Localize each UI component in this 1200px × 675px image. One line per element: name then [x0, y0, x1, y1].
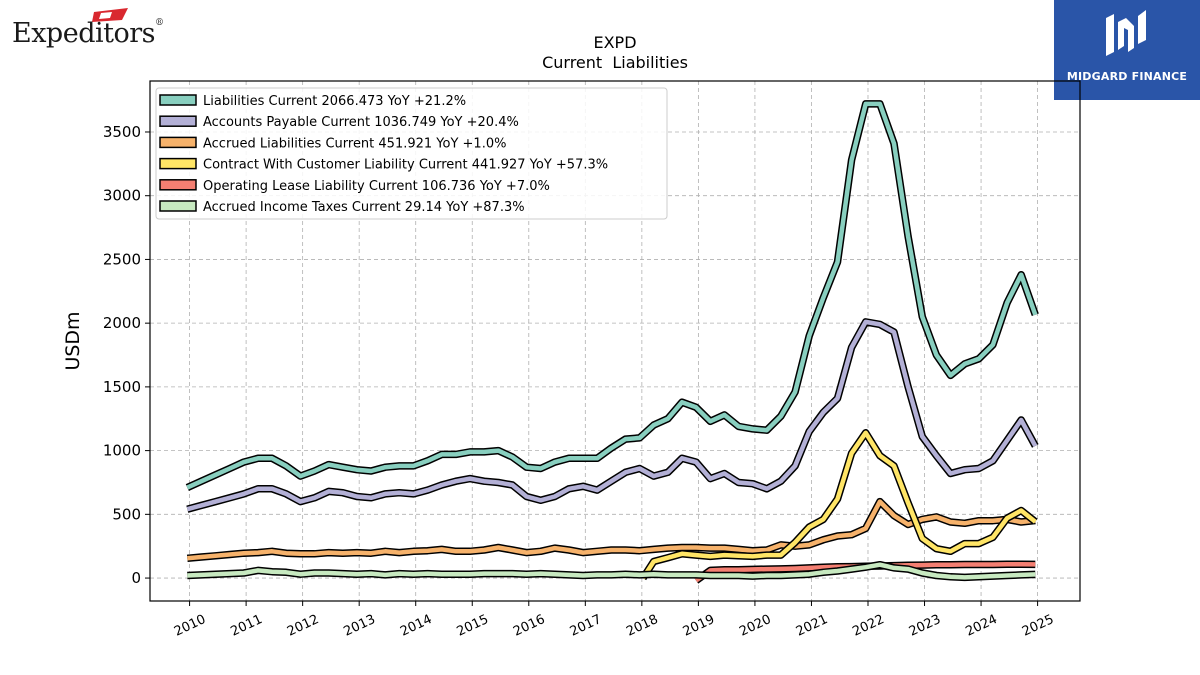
series-line-liabilities-current: [186, 101, 1038, 490]
legend-entry: Accrued Income Taxes Current 29.14 YoY +…: [203, 200, 525, 215]
brand-name: Expeditors®: [12, 18, 164, 49]
y-tick-label: 3000: [103, 187, 141, 205]
x-tick-label: 2019: [681, 612, 717, 640]
chart-subtitle: Current Liabilities: [542, 53, 688, 72]
midgard-mark-icon: [1106, 10, 1146, 56]
series-line-accounts-payable-current: [186, 319, 1038, 512]
legend-swatch: [159, 136, 197, 149]
x-tick-label: 2018: [624, 612, 660, 640]
legend-entry: Liabilities Current 2066.473 YoY +21.2%: [203, 94, 466, 109]
x-tick-label: 2011: [228, 612, 264, 640]
y-tick-label: 2000: [103, 314, 141, 332]
y-tick-label: 3500: [103, 123, 141, 141]
y-axis-label: USDm: [62, 311, 84, 370]
legend-box: [155, 87, 668, 220]
legend-swatch: [159, 115, 197, 127]
y-axis: 0 500 1000 1500 2000 2500 3000 3500: [103, 123, 150, 587]
legend: Liabilities Current 2066.473 YoY +21.2% A…: [155, 87, 668, 220]
x-tick-label: 2022: [850, 612, 886, 640]
midgard-finance-logo: MIDGARD FINANCE: [1054, 0, 1200, 100]
x-tick-label: 2013: [342, 612, 378, 640]
legend-swatch: [159, 200, 197, 212]
legend-entry: Accounts Payable Current 1036.749 YoY +2…: [203, 115, 519, 130]
x-tick-label: 2017: [568, 612, 604, 640]
y-tick-label: 0: [131, 569, 141, 587]
y-tick-label: 1000: [103, 442, 141, 460]
chart-title: EXPD: [593, 33, 636, 52]
series-line-accrued-liabilities-current: [187, 499, 1036, 561]
x-tick-label: 2025: [1020, 612, 1056, 640]
series-line-accrued-income-taxes-current: [187, 562, 1036, 580]
x-axis: 2010 2011 2012 2013 2014 2015 2016 2017 2018 2019…: [172, 601, 1056, 640]
x-tick-label: 2021: [794, 612, 830, 640]
y-tick-label: 2500: [103, 250, 141, 268]
x-tick-label: 2016: [511, 612, 547, 640]
partner-name: MIDGARD FINANCE: [1066, 70, 1188, 83]
x-tick-label: 2023: [907, 612, 943, 640]
y-tick-label: 500: [112, 505, 141, 523]
x-tick-label: 2015: [455, 612, 491, 640]
y-tick-label: 1500: [103, 378, 141, 396]
legend-entry: Contract With Customer Liability Current…: [203, 158, 608, 173]
x-tick-label: 2014: [398, 612, 434, 640]
x-tick-label: 2020: [737, 612, 773, 640]
series-line-contract-with-customer-liability-current: [641, 430, 1037, 580]
plot-frame: [149, 80, 1081, 602]
x-tick-label: 2010: [172, 612, 208, 640]
legend-entry: Operating Lease Liability Current 106.73…: [203, 179, 550, 194]
x-tick-label: 2024: [963, 612, 999, 640]
legend-entry: Accrued Liabilities Current 451.921 YoY …: [203, 136, 506, 151]
expeditors-logo: Expeditors®: [6, 4, 166, 54]
series-lines: [185, 100, 1039, 584]
legend-swatch: [159, 157, 197, 170]
x-tick-label: 2012: [285, 612, 321, 640]
legend-swatch: [159, 94, 197, 106]
legend-swatch: [159, 179, 197, 191]
